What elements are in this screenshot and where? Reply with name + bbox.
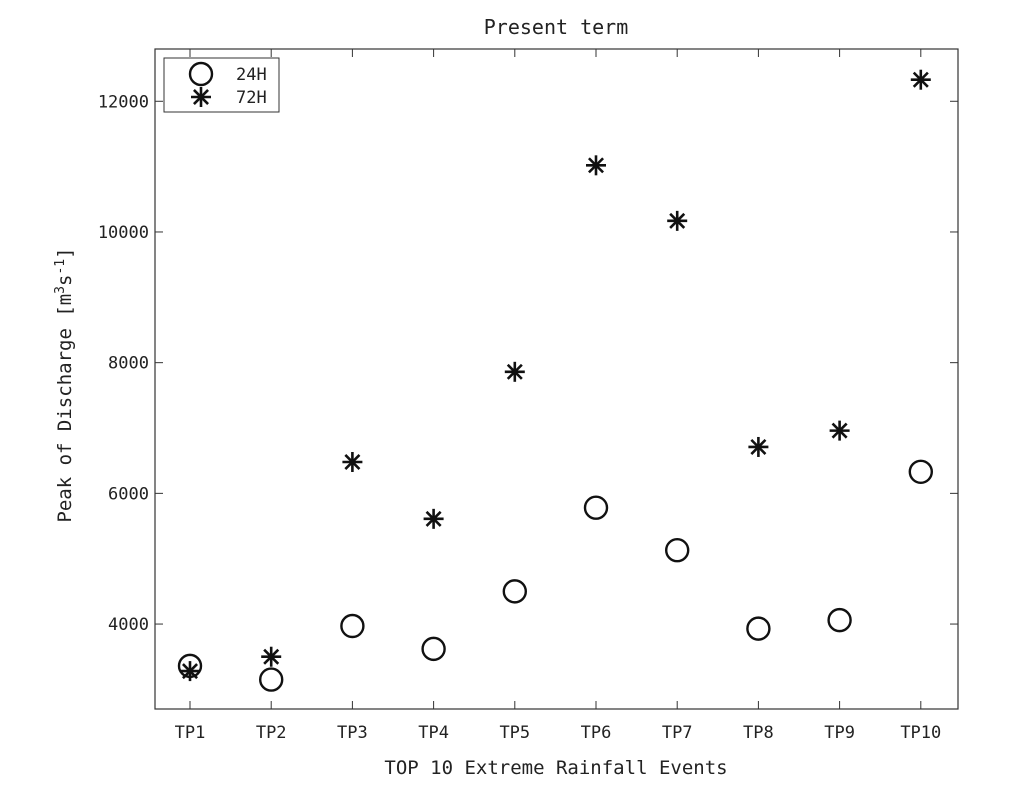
point-72h-tp4-stroke (425, 510, 442, 527)
y-tick-label: 6000 (108, 484, 149, 504)
y-axis-label-end: ] (54, 247, 76, 258)
legend-marker-24h-circle-icon (188, 61, 214, 87)
point-24h-tp6 (583, 495, 609, 520)
point-72h-tp5 (504, 361, 525, 382)
y-tick-label: 8000 (108, 354, 149, 374)
legend-asterisk-mark-stroke (193, 89, 209, 105)
point-72h-tp2-stroke (263, 648, 280, 665)
y-axis-label: Peak of Discharge [m3s-1] (53, 247, 77, 522)
legend-asterisk-mark (191, 87, 211, 107)
legend-label-24h: 24H (236, 65, 267, 85)
point-72h-tp4 (423, 508, 444, 529)
y-tick-label: 4000 (108, 615, 149, 635)
legend: 24H 72H (163, 57, 280, 113)
x-axis: TP1 TP2 TP3 TP4 TP5 TP6 TP7 TP8 TP9 TP10 (175, 49, 941, 743)
x-tick-label: TP3 (337, 723, 368, 743)
y-tick-label: 12000 (98, 92, 149, 112)
x-tick-label: TP7 (662, 723, 693, 743)
point-72h-tp1 (180, 661, 200, 682)
y-axis-label-sup2: -1 (53, 259, 68, 275)
point-24h-tp9 (827, 607, 852, 633)
legend-marker-72h-asterisk-icon (191, 87, 211, 107)
point-24h-tp5 (502, 579, 527, 604)
point-72h-tp10-stroke (912, 71, 929, 88)
point-72h-tp8 (748, 436, 769, 457)
x-tick-label: TP5 (499, 723, 530, 743)
y-axis-label-main: Peak of Discharge [m (54, 294, 76, 523)
point-72h-tp10 (910, 69, 931, 90)
point-72h-tp3 (342, 451, 363, 472)
point-72h-tp2 (261, 646, 282, 667)
point-72h-tp5-stroke (506, 363, 523, 380)
chart-title: Present term (484, 15, 629, 39)
point-72h-tp9-stroke (831, 422, 848, 439)
point-72h-tp6-stroke (588, 157, 604, 174)
y-tick-label: 10000 (98, 223, 149, 243)
y-axis-label-sup1: 3 (53, 286, 68, 294)
point-72h-tp1-stroke (182, 663, 198, 680)
point-72h-tp3-stroke (344, 453, 361, 470)
x-tick-label: TP10 (900, 723, 941, 743)
x-axis-label: TOP 10 Extreme Rainfall Events (384, 757, 727, 779)
point-24h-tp3 (340, 613, 365, 639)
x-tick-label: TP8 (743, 723, 774, 743)
legend-box (163, 57, 280, 113)
point-24h-tp7 (665, 538, 690, 563)
legend-label-72h: 72H (236, 88, 267, 108)
x-tick-label: TP9 (824, 723, 855, 743)
legend-circle-mark (188, 61, 214, 87)
point-72h-tp9 (829, 420, 850, 441)
x-tick-label: TP4 (418, 723, 449, 743)
y-axis: 4000 6000 8000 10000 12000 (98, 92, 958, 635)
x-tick-label: TP2 (256, 723, 287, 743)
point-72h-tp8-stroke (750, 438, 767, 455)
data-marks (177, 69, 933, 692)
point-24h-tp10 (908, 459, 933, 484)
plot-area-frame (154, 48, 959, 710)
point-24h-tp2 (259, 667, 284, 692)
y-axis-label-mid: s (54, 275, 76, 286)
point-24h-tp4 (421, 636, 446, 662)
point-72h-tp7-stroke (669, 212, 686, 229)
point-24h-tp8 (746, 616, 771, 641)
point-72h-tp6 (586, 155, 606, 176)
point-72h-tp7 (667, 210, 688, 231)
x-tick-label: TP6 (581, 723, 612, 743)
x-tick-label: TP1 (175, 723, 206, 743)
